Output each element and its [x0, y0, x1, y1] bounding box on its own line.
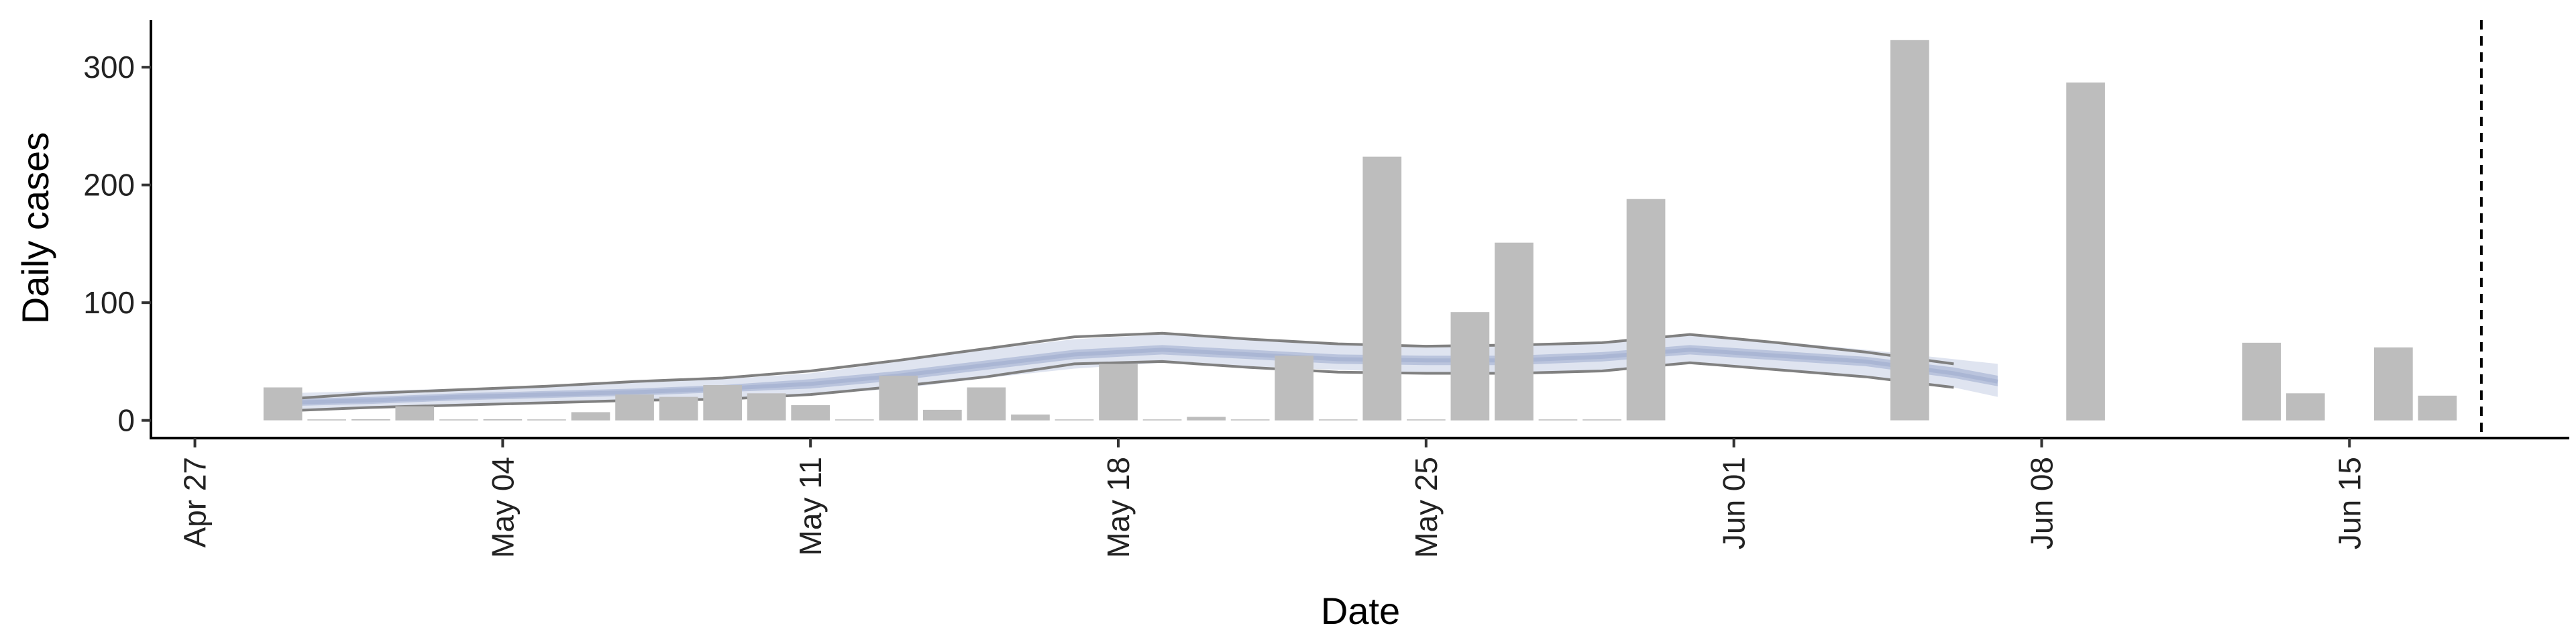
bar [1142, 419, 1182, 421]
bar [439, 419, 478, 421]
bar [307, 419, 346, 421]
bar [747, 393, 786, 421]
x-tick-label: Jun 01 [1717, 457, 1752, 549]
y-tick-label: 0 [117, 403, 135, 438]
trend-lower-line [282, 360, 1954, 413]
bar [703, 385, 742, 421]
bar [1538, 419, 1578, 421]
trend-median-line [282, 347, 1998, 405]
bar [1362, 156, 1402, 421]
bar [967, 387, 1006, 421]
bar [879, 376, 918, 421]
y-axis-title: Daily cases [14, 132, 56, 324]
bar [1275, 356, 1313, 421]
bar [395, 406, 435, 421]
bar [2242, 342, 2281, 421]
bar [1055, 419, 1094, 421]
bar [1318, 419, 1358, 421]
bar [351, 419, 390, 421]
bar [1450, 312, 1490, 421]
trend-layer [282, 331, 1998, 413]
bar [2374, 347, 2413, 421]
bar [923, 409, 962, 421]
bar [1099, 364, 1138, 421]
bar [2418, 395, 2457, 421]
y-tick-label: 300 [83, 50, 135, 85]
x-tick-label: May 04 [485, 457, 520, 558]
bar [1890, 40, 1929, 421]
x-tick-label: May 25 [1409, 457, 1444, 558]
bar [1626, 199, 1666, 421]
bar [527, 419, 566, 421]
bar [571, 412, 610, 421]
x-tick-label: May 18 [1101, 457, 1136, 558]
bars-layer [263, 40, 2457, 421]
bar [1407, 419, 1446, 421]
bar [2066, 83, 2105, 421]
trend-upper-line [282, 331, 1954, 401]
bar [1011, 414, 1050, 421]
axes-layer: 0 100 200 300 Apr 27 May 04 May 11 May 18 May 25… [83, 20, 2569, 558]
y-tick-label: 200 [83, 168, 135, 203]
bar [2286, 393, 2325, 421]
bar [1230, 419, 1270, 421]
bar [1495, 242, 1534, 421]
bar [659, 396, 698, 421]
x-axis-title: Date [1321, 590, 1400, 632]
bar [615, 394, 654, 421]
y-tick-label: 100 [83, 285, 135, 320]
x-tick-label: Jun 15 [2332, 457, 2367, 549]
bar [1187, 417, 1226, 421]
trend-outer-band [282, 334, 1998, 413]
x-tick-label: Jun 08 [2024, 457, 2059, 549]
bar [791, 405, 830, 421]
x-tick-label: Apr 27 [178, 457, 213, 548]
bar [263, 387, 303, 421]
bar [835, 419, 874, 421]
bar [1582, 419, 1621, 421]
bar [483, 419, 523, 421]
x-tick-label: May 11 [793, 457, 828, 555]
